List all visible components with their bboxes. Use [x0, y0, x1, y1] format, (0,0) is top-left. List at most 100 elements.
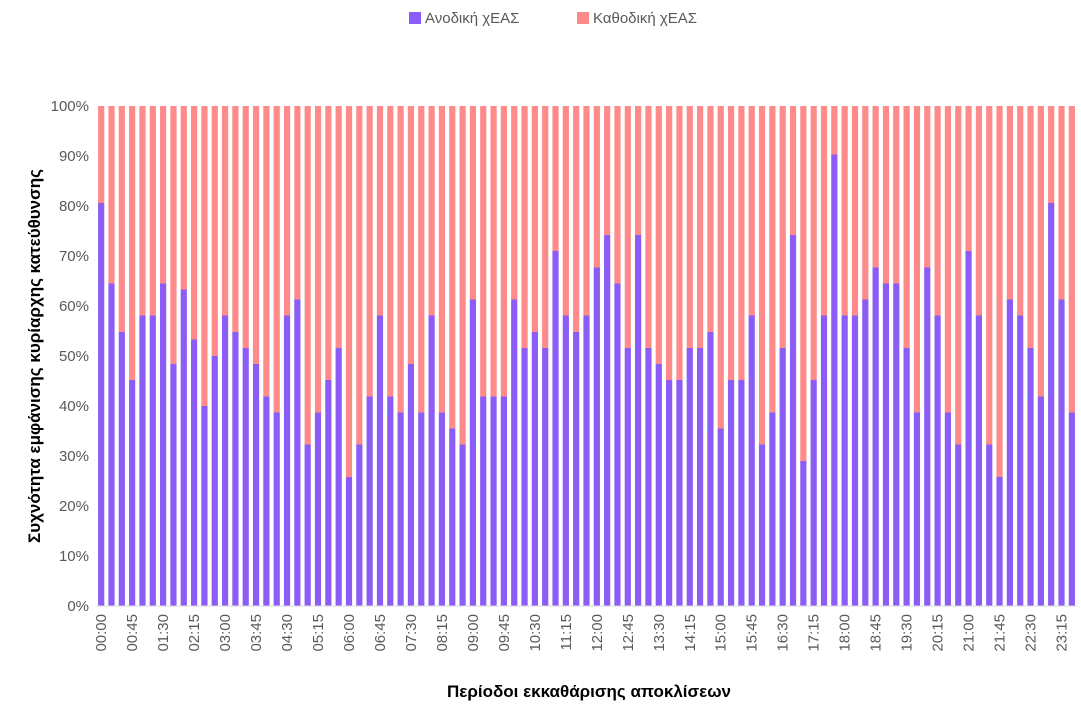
- bar-descending: [376, 106, 384, 316]
- x-tick-label: 21:45: [992, 614, 1009, 652]
- bar-ascending: [314, 412, 322, 606]
- bar-descending: [387, 106, 394, 397]
- y-axis-title: Συχνότητα εμφάνισης κυρίαρχης κατεύθυνση…: [25, 169, 44, 543]
- y-tick-label: 0%: [67, 598, 89, 615]
- bars: [98, 106, 1075, 606]
- bar-ascending: [211, 356, 218, 606]
- x-tick-label: 23:15: [1054, 614, 1071, 652]
- bar-descending: [604, 106, 611, 235]
- bar-ascending: [996, 477, 1003, 606]
- bar-descending: [965, 106, 972, 251]
- bar-descending: [531, 106, 538, 332]
- bar-ascending: [893, 283, 900, 606]
- x-tick-label: 12:00: [589, 614, 606, 652]
- bar-descending: [294, 106, 301, 300]
- x-tick-label: 13:30: [651, 614, 668, 652]
- bar-ascending: [521, 348, 528, 606]
- legend-label-ascending: Ανοδική χΕΑΣ: [425, 10, 519, 27]
- bar-descending: [118, 106, 125, 332]
- legend-swatch-ascending: [409, 12, 421, 24]
- bar-ascending: [531, 332, 538, 606]
- bar-descending: [149, 106, 156, 316]
- bar-descending: [325, 106, 332, 380]
- bar-ascending: [666, 380, 673, 606]
- x-tick-label: 15:00: [713, 614, 730, 652]
- bar-ascending: [376, 315, 384, 606]
- bar-ascending: [913, 412, 921, 606]
- y-tick-label: 90%: [59, 148, 89, 165]
- bar-descending: [170, 106, 177, 364]
- bar-descending: [469, 106, 477, 300]
- bar-ascending: [635, 235, 642, 606]
- bar-ascending: [903, 348, 910, 606]
- x-tick-label: 20:15: [930, 614, 947, 652]
- bar-ascending: [800, 461, 807, 606]
- bar-ascending: [263, 396, 270, 606]
- bar-ascending: [955, 444, 962, 606]
- bar-ascending: [738, 380, 745, 606]
- bar-ascending: [562, 315, 569, 606]
- bar-descending: [108, 106, 115, 284]
- bar-descending: [449, 106, 456, 429]
- bar-ascending: [727, 380, 735, 606]
- bar-descending: [407, 106, 415, 364]
- bar-descending: [1027, 106, 1034, 348]
- bar-ascending: [975, 315, 982, 606]
- x-tick-label: 06:45: [372, 614, 389, 652]
- bar-ascending: [542, 348, 549, 606]
- bar-descending: [996, 106, 1003, 477]
- bar-descending: [98, 106, 105, 203]
- bar-ascending: [490, 396, 497, 606]
- legend-label-descending: Καθοδική χΕΑΣ: [593, 10, 697, 27]
- bar-descending: [283, 106, 291, 316]
- bar-ascending: [345, 477, 353, 606]
- bar-descending: [955, 106, 962, 445]
- bar-ascending: [624, 348, 631, 606]
- bar-descending: [1006, 106, 1013, 300]
- bar-ascending: [201, 406, 208, 606]
- bar-ascending: [831, 154, 838, 606]
- bar-descending: [366, 106, 373, 397]
- bar-descending: [1037, 106, 1044, 397]
- bar-ascending: [779, 348, 786, 606]
- bar-descending: [428, 106, 435, 316]
- y-tick-label: 60%: [59, 298, 89, 315]
- bar-ascending: [438, 412, 446, 606]
- bar-ascending: [98, 203, 105, 606]
- bar-descending: [696, 106, 704, 348]
- bar-ascending: [500, 396, 507, 606]
- bar-ascending: [717, 428, 724, 606]
- x-tick-label: 18:00: [837, 614, 854, 652]
- y-tick-label: 30%: [59, 448, 89, 465]
- bar-descending: [438, 106, 446, 413]
- bar-descending: [862, 106, 869, 300]
- bar-ascending: [242, 348, 249, 606]
- bar-descending: [800, 106, 807, 461]
- bar-descending: [666, 106, 673, 380]
- bar-descending: [831, 106, 838, 155]
- bar-ascending: [252, 364, 260, 606]
- bar-descending: [769, 106, 776, 413]
- bar-descending: [573, 106, 580, 332]
- bar-descending: [542, 106, 549, 348]
- bar-ascending: [273, 412, 280, 606]
- bar-descending: [645, 106, 652, 348]
- bar-descending: [562, 106, 569, 316]
- bar-descending: [273, 106, 280, 413]
- bar-descending: [397, 106, 404, 413]
- legend-swatch-descending: [577, 12, 589, 24]
- bar-ascending: [645, 348, 652, 606]
- bar-ascending: [1068, 412, 1075, 606]
- bar-descending: [242, 106, 249, 348]
- bar-descending: [1017, 106, 1024, 316]
- bar-descending: [748, 106, 755, 316]
- bar-ascending: [480, 396, 487, 606]
- x-axis-title: Περίοδοι εκκαθάρισης αποκλίσεων: [447, 682, 731, 701]
- bar-ascending: [986, 444, 993, 606]
- bar-ascending: [325, 380, 332, 606]
- bar-descending: [686, 106, 693, 348]
- bar-ascending: [170, 364, 177, 606]
- bar-descending: [232, 106, 239, 332]
- bar-descending: [986, 106, 993, 445]
- bar-descending: [356, 106, 363, 445]
